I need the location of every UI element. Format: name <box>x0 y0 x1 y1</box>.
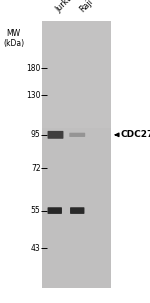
Bar <box>42 21 111 288</box>
Text: 130: 130 <box>26 91 40 100</box>
Text: Raji: Raji <box>78 0 95 14</box>
FancyBboxPatch shape <box>48 131 63 139</box>
Text: 180: 180 <box>26 64 40 73</box>
Text: 72: 72 <box>31 164 40 173</box>
Text: Jurkat: Jurkat <box>54 0 77 14</box>
FancyBboxPatch shape <box>69 133 85 137</box>
Text: 95: 95 <box>31 130 40 139</box>
FancyBboxPatch shape <box>70 207 84 214</box>
Text: 43: 43 <box>31 244 40 253</box>
Text: 55: 55 <box>31 206 40 215</box>
FancyBboxPatch shape <box>48 207 62 214</box>
Bar <box>42 21 111 128</box>
Text: CDC27: CDC27 <box>121 130 150 139</box>
Text: MW
(kDa): MW (kDa) <box>3 29 24 48</box>
